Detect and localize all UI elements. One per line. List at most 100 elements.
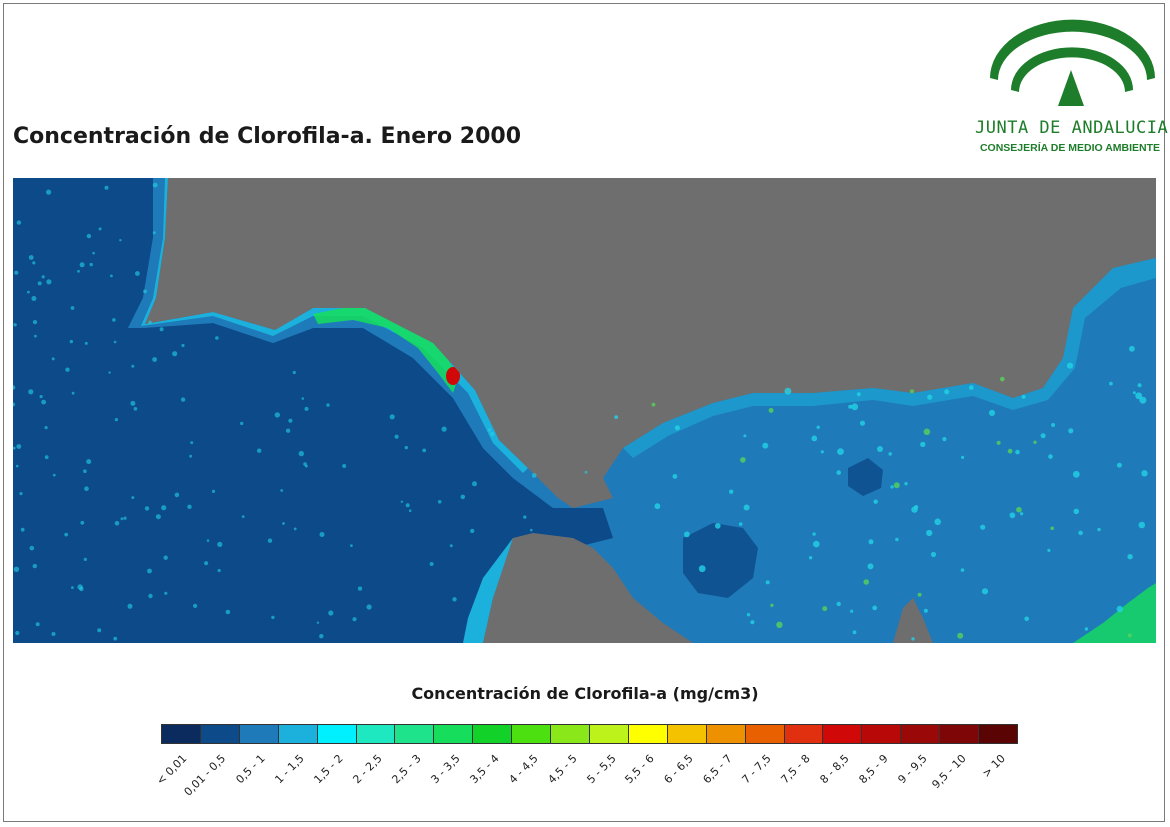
chlorophyll-speckle <box>71 391 75 395</box>
chlorophyll-speckle <box>110 274 113 278</box>
chlorophyll-speckle <box>164 591 168 595</box>
chlorophyll-speckle <box>776 621 783 628</box>
chlorophyll-speckle <box>1072 470 1080 478</box>
chlorophyll-speckle <box>394 434 399 439</box>
chlorophyll-speckle <box>206 539 210 542</box>
chlorophyll-speckle <box>812 532 816 536</box>
chlorophyll-speckle <box>816 425 820 429</box>
legend-label: 9,5 - 10 <box>929 752 969 792</box>
chlorophyll-speckle <box>114 418 118 422</box>
chlorophyll-speckle <box>352 617 357 622</box>
chlorophyll-speckle <box>14 270 19 275</box>
chlorophyll-speckle <box>316 621 320 624</box>
chlorophyll-speckle <box>672 474 678 479</box>
chlorophyll-speckle <box>715 523 721 529</box>
chlorophyll-speckle <box>765 580 770 585</box>
chlorophyll-speckle <box>267 538 273 543</box>
chlorophyll-speckle <box>174 492 180 498</box>
chlorophyll-speckle <box>288 418 293 423</box>
chlorophyll-speckle <box>584 470 588 474</box>
chlorophyll-speckle <box>41 275 45 279</box>
chlorophyll-speckle <box>319 634 324 639</box>
chlorophyll-speckle <box>996 440 1001 445</box>
deep-patch-1 <box>683 523 758 598</box>
chlorophyll-speckle <box>159 327 164 332</box>
chlorophyll-speckle <box>32 563 37 569</box>
chlorophyll-speckle <box>957 632 964 639</box>
chlorophyll-speckle <box>147 568 152 574</box>
chlorophyll-speckle <box>83 469 87 474</box>
chlorophyll-speckle <box>684 531 690 538</box>
chlorophyll-speckle <box>1129 345 1135 352</box>
legend-label: > 10 <box>979 752 1008 781</box>
chlorophyll-speckle <box>452 597 457 602</box>
chlorophyll-speckle <box>893 482 900 489</box>
chlorophyll-speckle <box>1116 462 1122 468</box>
chlorophyll-speckle <box>848 404 853 409</box>
chlorophyll-speckle <box>1009 512 1016 519</box>
legend-label: 3,5 - 4 <box>467 752 502 787</box>
legend-swatch <box>979 725 1017 743</box>
chlorophyll-speckle <box>1138 521 1146 529</box>
legend-label: 7 - 7,5 <box>739 752 774 787</box>
chlorophyll-speckle <box>674 425 681 431</box>
chlorophyll-speckle <box>92 251 95 255</box>
chlorophyll-speckle <box>77 269 80 273</box>
chlorophyll-speckle <box>120 517 124 521</box>
legend-swatch <box>512 725 552 743</box>
chlorophyll-speckle <box>28 389 34 395</box>
chlorophyll-speckle <box>961 455 965 459</box>
legend-swatch <box>940 725 980 743</box>
chlorophyll-speckle <box>836 470 841 475</box>
chlorophyll-speckle <box>980 524 986 530</box>
chlorophyll-speckle <box>429 562 434 566</box>
chlorophyll-speckle <box>856 392 861 397</box>
chlorophyll-speckle <box>614 415 619 419</box>
chlorophyll-speckle <box>1084 627 1089 631</box>
chlorophyll-speckle <box>698 565 706 573</box>
chlorophyll-speckle <box>298 450 304 457</box>
chlorophyll-speckle <box>1141 470 1148 477</box>
chlorophyll-speckle <box>1000 376 1005 382</box>
chlorophyll-speckle <box>1073 508 1080 515</box>
legend-label: 6 - 6,5 <box>661 752 697 787</box>
chlorophyll-speckle <box>130 400 136 406</box>
chlorophyll-speckle <box>241 515 245 518</box>
chlorophyll-speckle <box>84 486 89 492</box>
logo-line2: CONSEJERÍA DE MEDIO AMBIENTE <box>979 142 1161 154</box>
chlorophyll-speckle <box>738 522 743 526</box>
legend-swatch <box>278 725 318 743</box>
chlorophyll-speckle <box>217 541 223 547</box>
chlorophyll-speckle <box>32 261 36 265</box>
chlorophyll-speckle <box>762 442 769 449</box>
chlorophyll-speckle <box>52 473 56 477</box>
chlorophyll-speckle <box>135 271 140 276</box>
chlorophyll-speckle <box>472 481 477 487</box>
chlorophyll-speckle <box>1033 440 1037 444</box>
legend-swatch <box>901 725 941 743</box>
chlorophyll-speckle <box>820 450 824 454</box>
legend-swatch <box>551 725 590 743</box>
chlorophyll-speckle <box>204 561 209 566</box>
chlorophyll-speckle <box>437 500 442 504</box>
chlorophyll-speckle <box>114 521 120 526</box>
chlorophyll-speckle <box>942 437 947 442</box>
chlorophyll-speckle <box>44 455 49 460</box>
chlorophyll-speckle <box>282 522 285 525</box>
legend-swatch <box>589 725 629 743</box>
chlorophyll-speckle <box>470 528 475 534</box>
chlorophyll-speckle <box>187 504 192 509</box>
chlorophyll-speckle <box>127 603 133 609</box>
chlorophyll-speckle <box>1132 391 1136 395</box>
chlorophyll-speckle <box>441 426 447 432</box>
chlorophyll-speckle <box>37 281 42 286</box>
strait-south-coastal <box>463 538 513 643</box>
chlorophyll-speckle <box>934 518 941 526</box>
chlorophyll-speckle <box>1048 454 1053 459</box>
chlorophyll-speckle <box>34 334 37 338</box>
chlorophyll-speckle <box>152 357 158 362</box>
chlorophyll-speckle <box>285 428 291 433</box>
chlorophyll-speckle <box>490 431 495 437</box>
chlorophyll-speckle <box>16 444 22 449</box>
chlorophyll-speckle <box>1097 527 1101 532</box>
